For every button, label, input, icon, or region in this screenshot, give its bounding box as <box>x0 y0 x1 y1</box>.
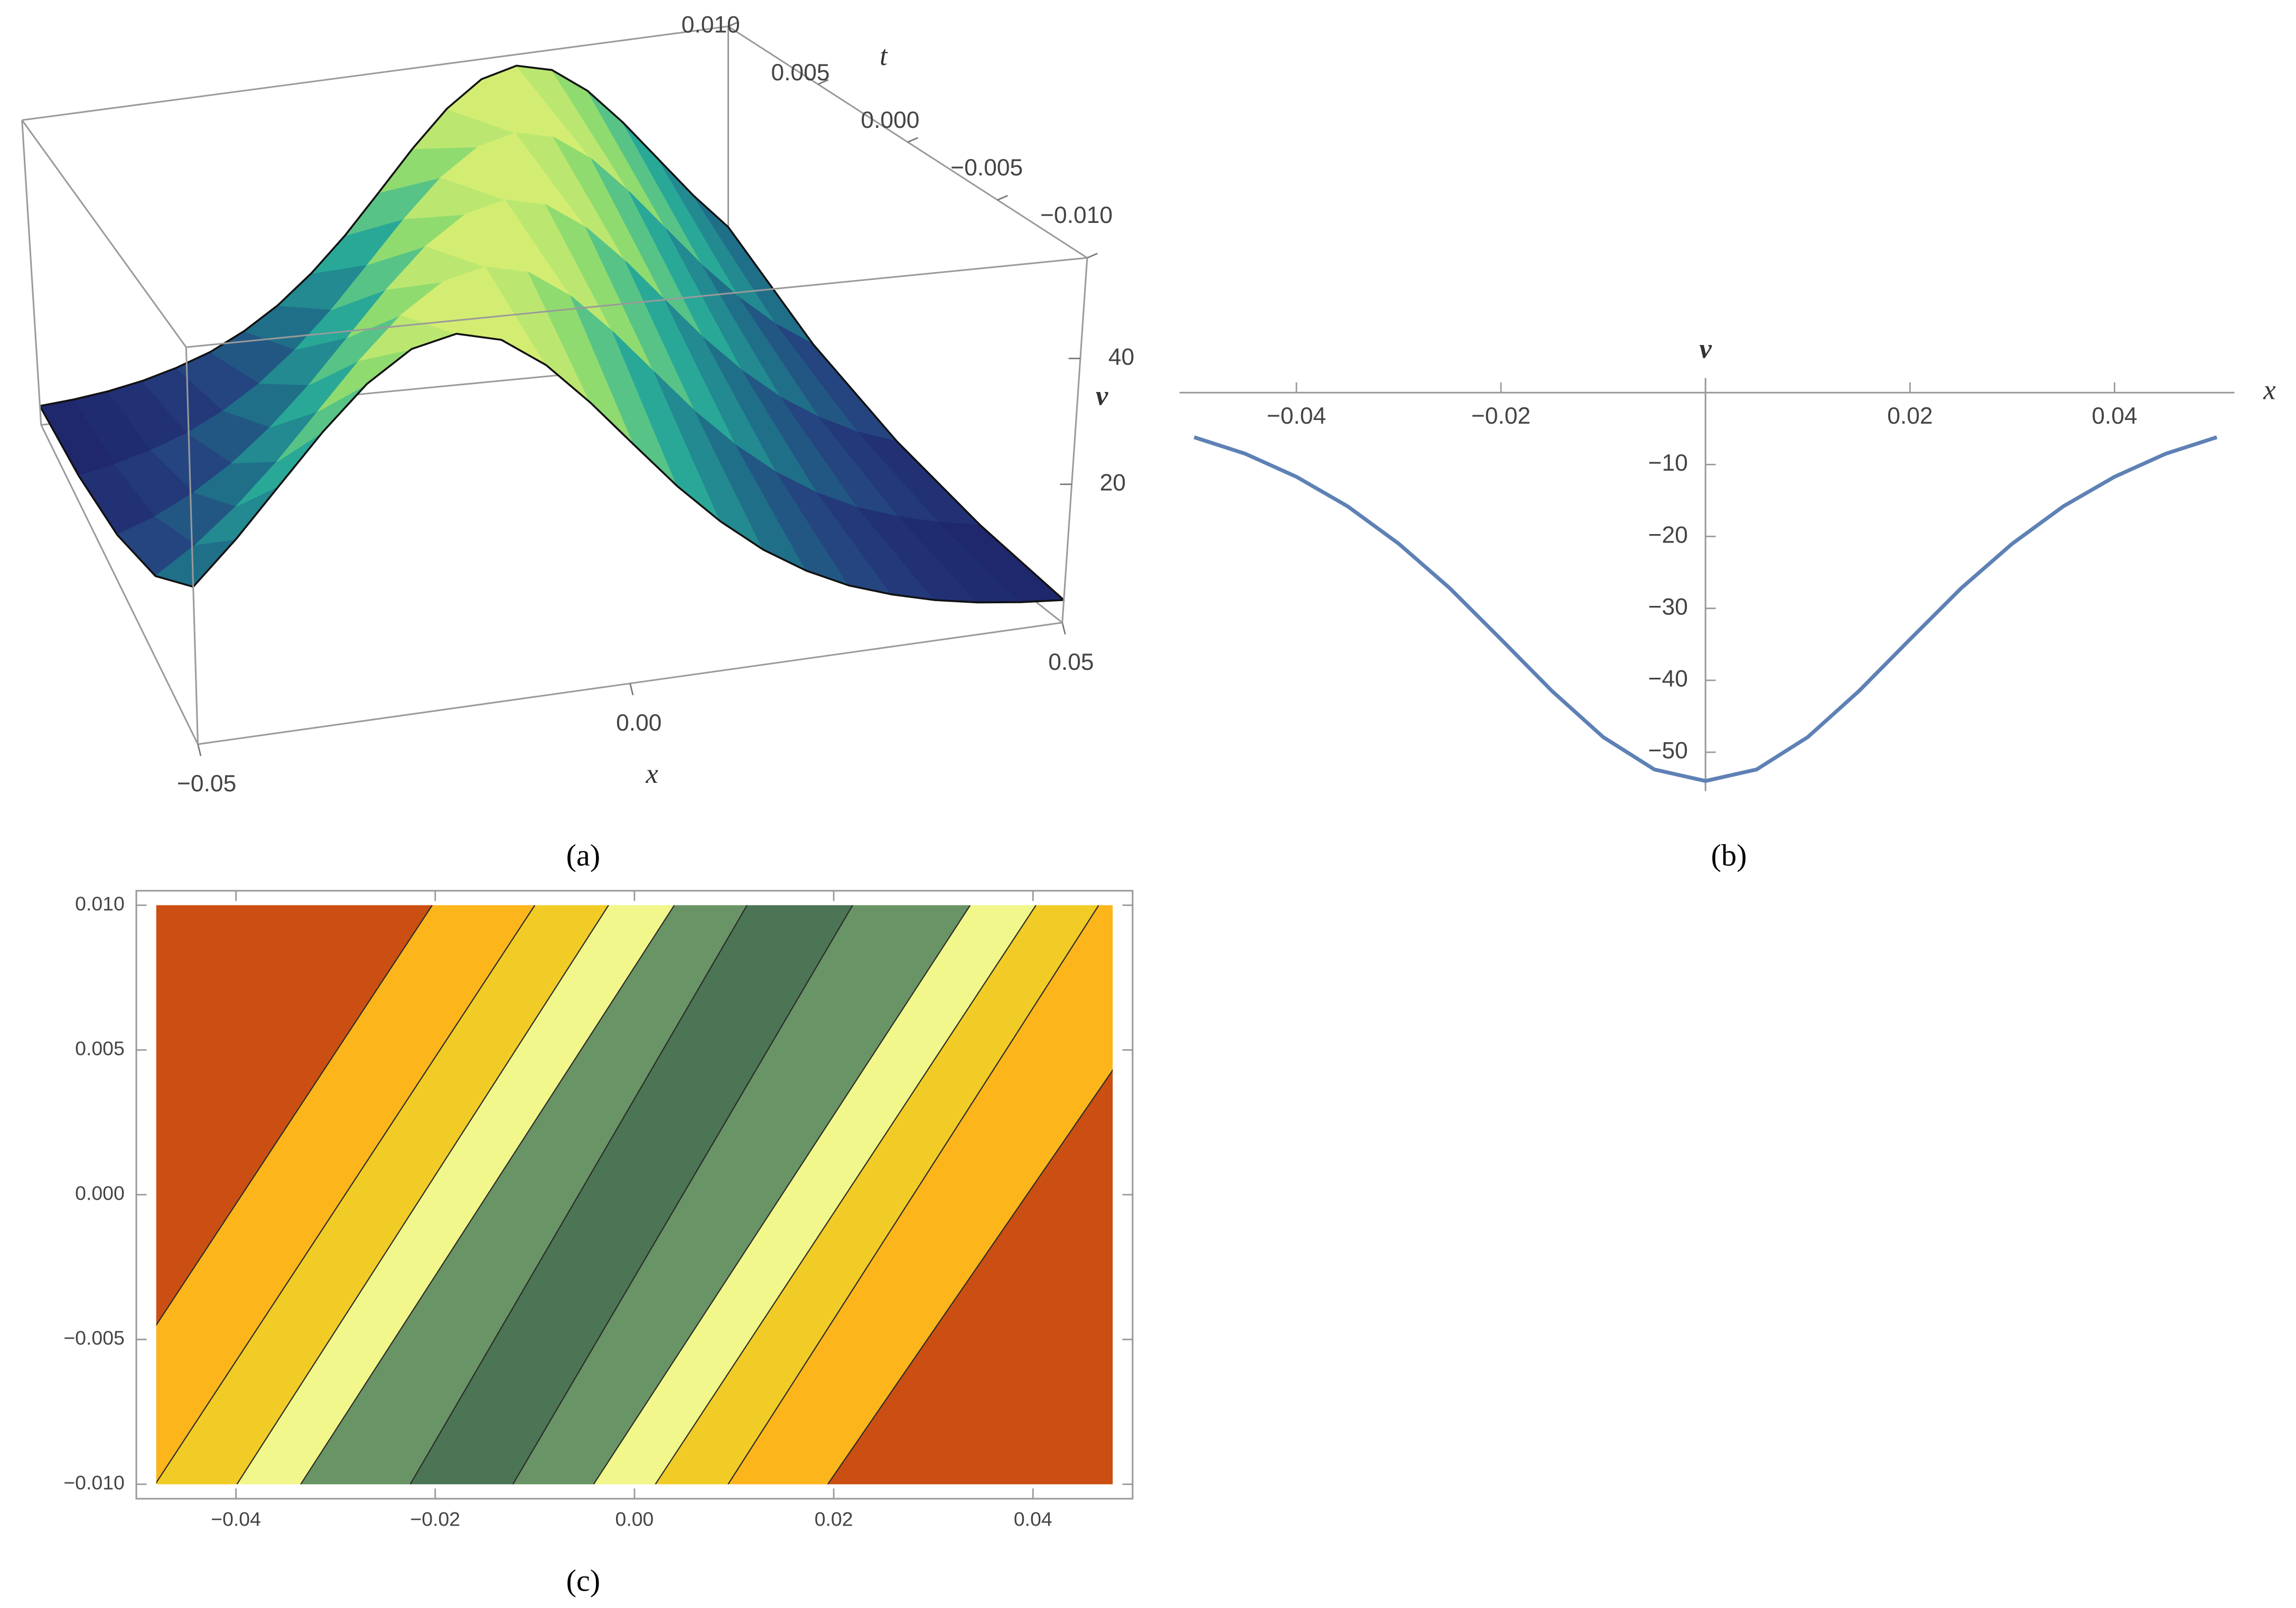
y-tick-label: −0.005 <box>950 155 1023 181</box>
y-tick <box>727 21 739 27</box>
y-tick-label: 0.005 <box>75 1037 125 1060</box>
box-edge <box>185 347 199 744</box>
y-tick-label: 0.000 <box>75 1182 125 1204</box>
x-tick-label: 0.02 <box>815 1508 853 1530</box>
x-axis-label: x <box>2263 375 2275 405</box>
x-tick-label: −0.04 <box>211 1508 261 1530</box>
line-series <box>1193 435 2218 783</box>
surface-edge <box>727 226 1065 601</box>
contour-line <box>512 905 853 1484</box>
y-axis-label: t <box>880 41 888 71</box>
x-tick-label: 0.00 <box>615 1508 654 1530</box>
x-tick <box>197 744 202 756</box>
contour-line <box>827 1069 1113 1484</box>
x-tick-label: −0.05 <box>177 771 236 797</box>
y-tick-label: −10 <box>1648 450 1688 476</box>
x-tick-label: 0.05 <box>1048 649 1094 675</box>
z-tick-label: 40 <box>1108 344 1134 370</box>
contour-line <box>156 905 536 1484</box>
y-axis-label: v <box>1700 334 1712 364</box>
box-edge <box>22 25 729 121</box>
surface-edge <box>39 405 194 588</box>
contour-line <box>300 905 675 1484</box>
y-tick-label: −40 <box>1648 666 1688 692</box>
y-tick <box>1087 253 1098 259</box>
y-tick-label: −20 <box>1648 522 1688 548</box>
contour-line <box>655 905 1037 1484</box>
x-tick-label: −0.02 <box>410 1508 460 1530</box>
box-edge <box>21 120 42 425</box>
contour-line <box>156 905 433 1326</box>
box-edge <box>40 424 199 745</box>
box-edge <box>186 257 1088 348</box>
x-tick-label: 0.04 <box>1014 1508 1052 1530</box>
x-axis-label: x <box>646 759 658 789</box>
y-tick-label: −0.005 <box>63 1327 124 1349</box>
z-tick-label: 20 <box>1100 470 1126 496</box>
y-tick-label: −0.010 <box>63 1472 124 1494</box>
x-tick-label: −0.04 <box>1267 403 1326 429</box>
y-tick-label: 0.010 <box>682 12 740 38</box>
surface-edge <box>192 332 1064 604</box>
x-tick-label: 0.02 <box>1887 403 1933 429</box>
caption: (b) <box>1711 838 1747 873</box>
contour-line <box>236 905 609 1484</box>
y-tick <box>997 194 1009 201</box>
y-tick-label: −50 <box>1648 738 1688 764</box>
contour-line <box>593 905 971 1484</box>
x-tick <box>1061 622 1066 635</box>
x-tick-label: −0.02 <box>1471 403 1530 429</box>
x-tick <box>629 683 634 696</box>
x-tick-label: 0.04 <box>2092 403 2137 429</box>
contour-line <box>727 905 1099 1484</box>
caption: (a) <box>566 838 601 873</box>
box-edge <box>1061 258 1088 623</box>
contour-line <box>409 905 748 1484</box>
caption: (c) <box>566 1563 601 1597</box>
y-tick-label: 0.000 <box>861 107 919 133</box>
y-tick-label: 0.005 <box>771 60 830 86</box>
y-tick-label: −0.010 <box>1040 202 1113 228</box>
x-tick-label: 0.00 <box>616 710 661 736</box>
contour-area <box>156 905 1113 1484</box>
y-tick <box>907 137 919 143</box>
surface-edge <box>40 64 729 407</box>
box-edge <box>21 119 187 348</box>
y-tick-label: −30 <box>1648 594 1688 620</box>
y-tick-label: 0.010 <box>75 892 125 914</box>
z-axis-label: v <box>1096 380 1108 411</box>
y-tick <box>817 79 829 85</box>
